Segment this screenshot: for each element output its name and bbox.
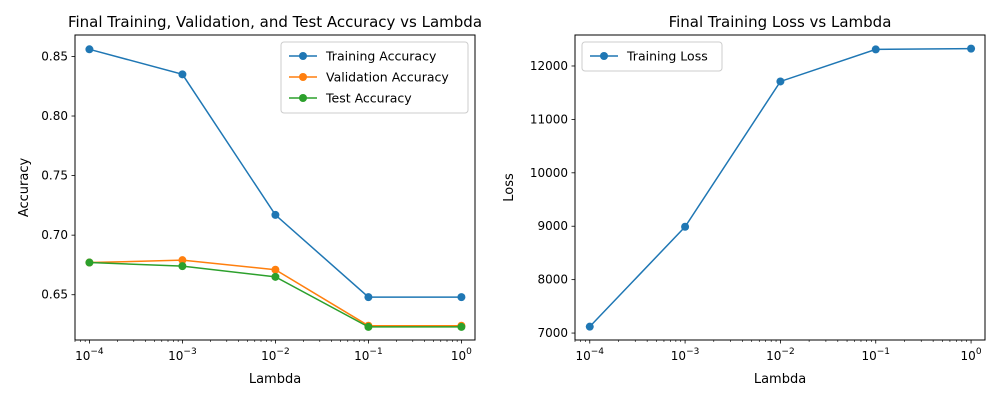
legend-item: Validation Accuracy [289, 70, 449, 85]
data-point [871, 45, 880, 54]
y-axis-label: Accuracy [17, 158, 32, 218]
legend-box [280, 41, 469, 114]
x-tick-label: 10−1 [354, 347, 383, 363]
x-tick-label: 10−3 [168, 347, 197, 363]
x-tick-label: 10−1 [861, 347, 890, 363]
legend: Training Accuracy Validation Accuracy Test… [280, 41, 469, 114]
data-point [776, 77, 785, 86]
chart-title: Final Training, Validation, and Test Acc… [68, 13, 482, 31]
series-1 [85, 45, 466, 302]
y-tick-label: 0.75 [41, 169, 68, 183]
series-3 [85, 258, 466, 331]
y-tick-label: 7000 [537, 326, 568, 340]
data-point [271, 265, 280, 274]
legend-item: Test Accuracy [289, 91, 412, 106]
axes-frame [574, 34, 986, 341]
legend-item: Training Accuracy [289, 49, 437, 64]
x-tick-label: 100 [961, 347, 982, 363]
legend-label: Training Loss [626, 49, 708, 64]
data-point [585, 322, 594, 331]
y-tick-label: 11000 [530, 112, 568, 126]
data-point [681, 222, 690, 231]
legend-label: Test Accuracy [325, 91, 412, 106]
y-axis-label: Loss [502, 173, 517, 202]
y-tick-label: 0.65 [41, 288, 68, 302]
legend-box [581, 41, 723, 72]
data-point [364, 293, 373, 302]
data-point [271, 210, 280, 219]
y-tick-label: 9000 [537, 219, 568, 233]
x-tick-label: 10−2 [766, 347, 795, 363]
y-tick-label: 0.85 [41, 49, 68, 63]
legend-marker [299, 52, 307, 60]
legend-label: Training Accuracy [325, 49, 437, 64]
data-point [271, 272, 280, 281]
x-tick-label: 10−3 [671, 347, 700, 363]
series-2 [85, 256, 466, 330]
legend-marker [299, 94, 307, 102]
legend-label: Validation Accuracy [326, 70, 449, 85]
legend-marker [600, 52, 608, 60]
data-point [967, 44, 976, 53]
x-tick-label: 10−2 [261, 347, 290, 363]
data-point [457, 293, 466, 302]
x-tick-label: 100 [451, 347, 472, 363]
x-tick-label: 10−4 [575, 347, 604, 363]
x-axis-label: Lambda [754, 372, 806, 387]
legend-marker [299, 73, 307, 81]
y-tick-label: 12000 [530, 59, 568, 73]
x-tick-label: 10−4 [75, 347, 104, 363]
series-1 [585, 44, 976, 331]
data-point [457, 322, 466, 331]
legend: Training Loss [581, 41, 723, 72]
data-point [178, 262, 187, 271]
axes-frame [74, 34, 476, 341]
data-point [85, 258, 94, 267]
data-point [85, 45, 94, 54]
data-point [178, 256, 187, 265]
x-axis-label: Lambda [249, 372, 301, 387]
y-tick-label: 0.70 [41, 228, 68, 242]
y-tick-label: 0.80 [41, 109, 68, 123]
chart-title: Final Training Loss vs Lambda [669, 13, 892, 31]
subplot-2: Final Training Loss vs Lambda 10−4 10−3 10−… [502, 13, 986, 387]
data-point [178, 70, 187, 79]
y-tick-label: 10000 [530, 166, 568, 180]
y-tick-label: 8000 [537, 273, 568, 287]
subplot-1: Final Training, Validation, and Test Acc… [17, 13, 482, 387]
legend-item: Training Loss [590, 49, 708, 64]
data-point [364, 322, 373, 331]
series-line [589, 47, 972, 328]
